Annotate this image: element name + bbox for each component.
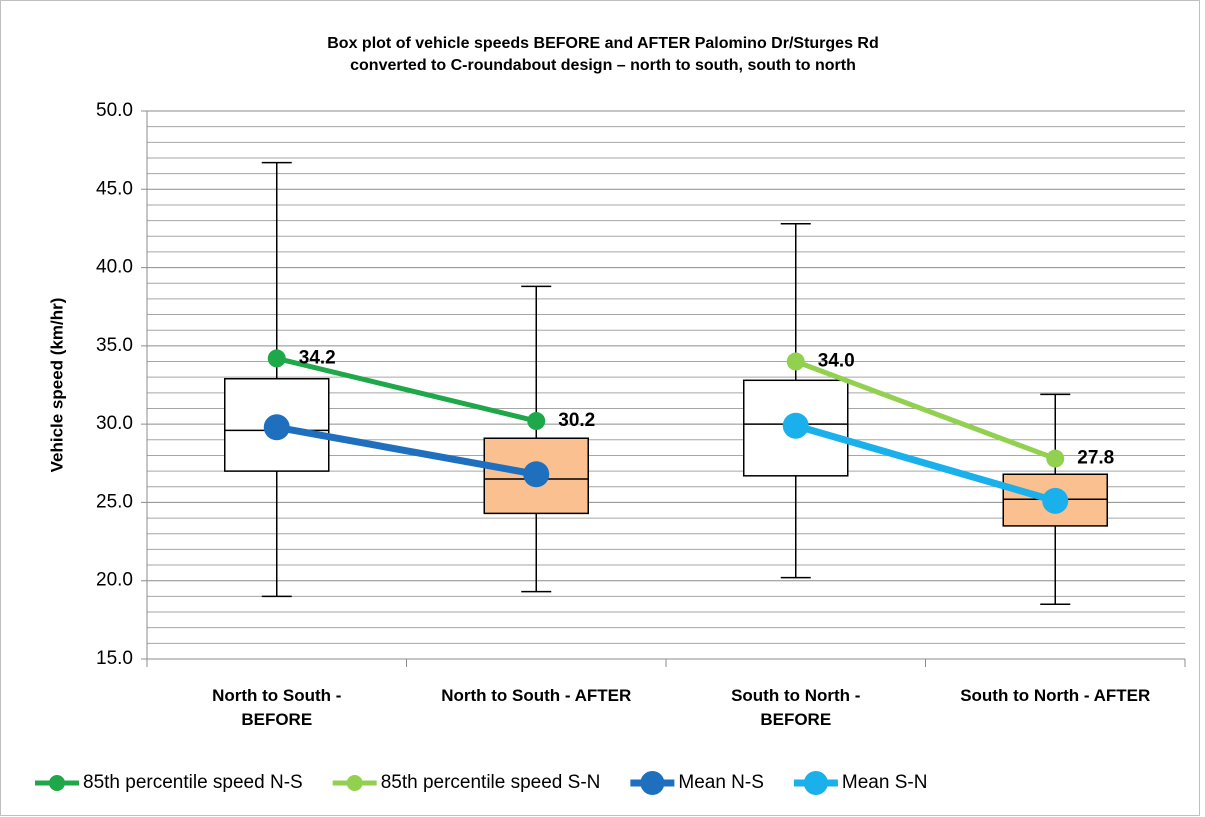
y-tick-label: 20.0	[96, 570, 133, 591]
legend-marker	[346, 775, 363, 791]
marker	[267, 349, 286, 368]
legend-marker	[49, 775, 65, 791]
chart-title: converted to C-roundabout design – north…	[350, 57, 856, 74]
marker	[527, 412, 546, 431]
series-line	[276, 423, 537, 478]
legend-label: Mean S-N	[842, 772, 928, 793]
y-tick-label: 35.0	[96, 335, 133, 356]
marker	[782, 412, 809, 439]
legend-marker	[640, 771, 665, 795]
y-tick-label: 25.0	[96, 491, 133, 512]
legend-label: 85th percentile speed S-N	[381, 772, 601, 793]
data-label: 34.2	[299, 347, 336, 368]
marker	[1042, 487, 1069, 514]
marker	[263, 414, 290, 441]
x-tick-label: South to North - BEFORE	[731, 686, 861, 729]
y-tick-label: 30.0	[96, 413, 133, 434]
marker	[1046, 449, 1065, 468]
y-tick-label: 45.0	[96, 178, 133, 199]
data-label: 34.0	[818, 351, 855, 372]
legend-label: Mean N-S	[678, 772, 764, 793]
series-line	[794, 422, 1057, 505]
chart-title: Box plot of vehicle speeds BEFORE and AF…	[327, 35, 878, 52]
x-tick-label: North to South - AFTER	[441, 686, 632, 705]
y-tick-label: 40.0	[96, 257, 133, 278]
data-label: 30.2	[558, 410, 595, 431]
marker	[786, 352, 805, 371]
series-line	[794, 359, 1057, 461]
x-tick-label: North to South - BEFORE	[212, 686, 342, 729]
y-tick-label: 50.0	[96, 100, 133, 121]
x-tick-label: South to North - AFTER	[960, 686, 1151, 705]
legend-marker	[803, 771, 828, 795]
legend-label: 85th percentile speed N-S	[83, 772, 303, 793]
y-axis-label: Vehicle speed (km/hr)	[47, 298, 66, 473]
marker	[523, 461, 550, 488]
data-label: 27.8	[1077, 448, 1114, 469]
y-tick-label: 15.0	[96, 648, 133, 669]
series-line	[276, 355, 537, 424]
